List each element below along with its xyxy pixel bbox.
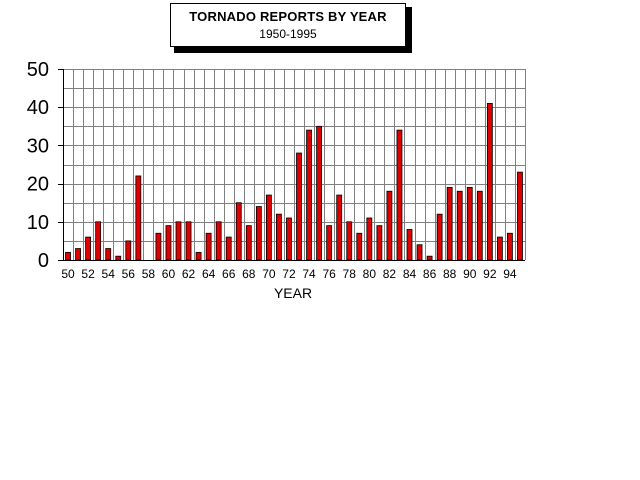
x-tick-label: 86 [423,267,437,281]
x-tick-label: 68 [242,267,256,281]
chart-grid [63,69,526,261]
bar-69 [255,206,262,261]
chart-axes [63,69,525,261]
bar-95 [517,171,523,261]
bar-56 [125,240,132,261]
x-tick-label: 64 [202,267,216,281]
x-tick-label: 84 [403,267,417,281]
bar-73 [296,152,302,261]
bar-75 [316,125,323,261]
x-tick-label: 92 [483,267,497,281]
x-tick-label: 74 [302,267,316,281]
bar-70 [265,194,272,261]
bar-63 [195,251,202,261]
x-tick-label: 66 [222,267,236,281]
bar-93 [496,236,503,261]
x-tick-label: 78 [343,267,357,281]
bar-78 [346,221,353,261]
x-tick-label: 80 [363,267,377,281]
x-tick-label: 90 [463,267,477,281]
bar-55 [115,255,122,261]
bar-84 [406,229,413,261]
x-tick-label: 56 [122,267,136,281]
x-tick-label: 54 [102,267,116,281]
bar-91 [476,190,483,261]
bar-88 [446,187,453,261]
bar-76 [326,225,333,261]
bar-82 [386,190,393,261]
x-axis-ticks: 50 52 54 56 58 60 62 64 66 68 70 72 74 76 78 80 82 84 86 88… [61,267,517,281]
x-tick-label: 52 [81,267,95,281]
bar-86 [426,255,433,261]
bar-81 [376,225,383,261]
y-tick-label: 50 [27,59,49,81]
bar-62 [185,221,192,261]
bar-50 [65,251,71,261]
bar-57 [135,175,142,261]
bar-89 [456,190,463,261]
bar-80 [366,217,373,261]
bar-66 [225,236,232,261]
x-tick-label: 76 [322,267,336,281]
y-axis-ticks: 0 10 20 30 40 50 [27,59,63,272]
bar-52 [85,236,92,261]
bar-90 [466,187,473,261]
y-tick-label: 0 [38,250,49,272]
x-tick-label: 88 [443,267,457,281]
bar-79 [356,232,363,261]
bar-92 [486,102,493,261]
x-tick-label: 94 [503,267,517,281]
bar-71 [276,213,282,261]
chart-title: TORNADO REPORTS BY YEAR [189,9,387,24]
y-tick-label: 10 [27,212,49,234]
x-axis-label: YEAR [274,285,312,301]
bar-94 [507,232,513,261]
bar-54 [105,248,112,261]
x-tick-label: 72 [282,267,296,281]
bar-64 [205,232,212,261]
y-tick-label: 40 [27,97,49,119]
x-tick-label: 60 [162,267,176,281]
bar-65 [215,221,222,261]
bar-60 [165,225,172,261]
y-tick-label: 30 [27,135,49,157]
x-tick-label: 82 [383,267,397,281]
chart-subtitle: 1950-1995 [259,27,317,41]
bar-61 [175,221,182,261]
x-tick-label: 58 [142,267,156,281]
bar-72 [286,217,292,261]
bar-87 [436,213,443,261]
bar-77 [336,194,343,261]
bar-74 [306,129,312,261]
bar-83 [396,129,403,261]
bar-59 [155,232,162,261]
y-tick-label: 20 [27,174,49,196]
bar-85 [416,244,423,261]
title-box: TORNADO REPORTS BY YEAR 1950-1995 [170,3,406,47]
x-tick-label: 70 [262,267,276,281]
bar-67 [235,202,242,261]
bar-68 [245,225,252,261]
x-tick-label: 62 [182,267,196,281]
bar-53 [95,221,102,261]
bar-51 [75,248,81,261]
x-tick-label: 50 [61,267,75,281]
